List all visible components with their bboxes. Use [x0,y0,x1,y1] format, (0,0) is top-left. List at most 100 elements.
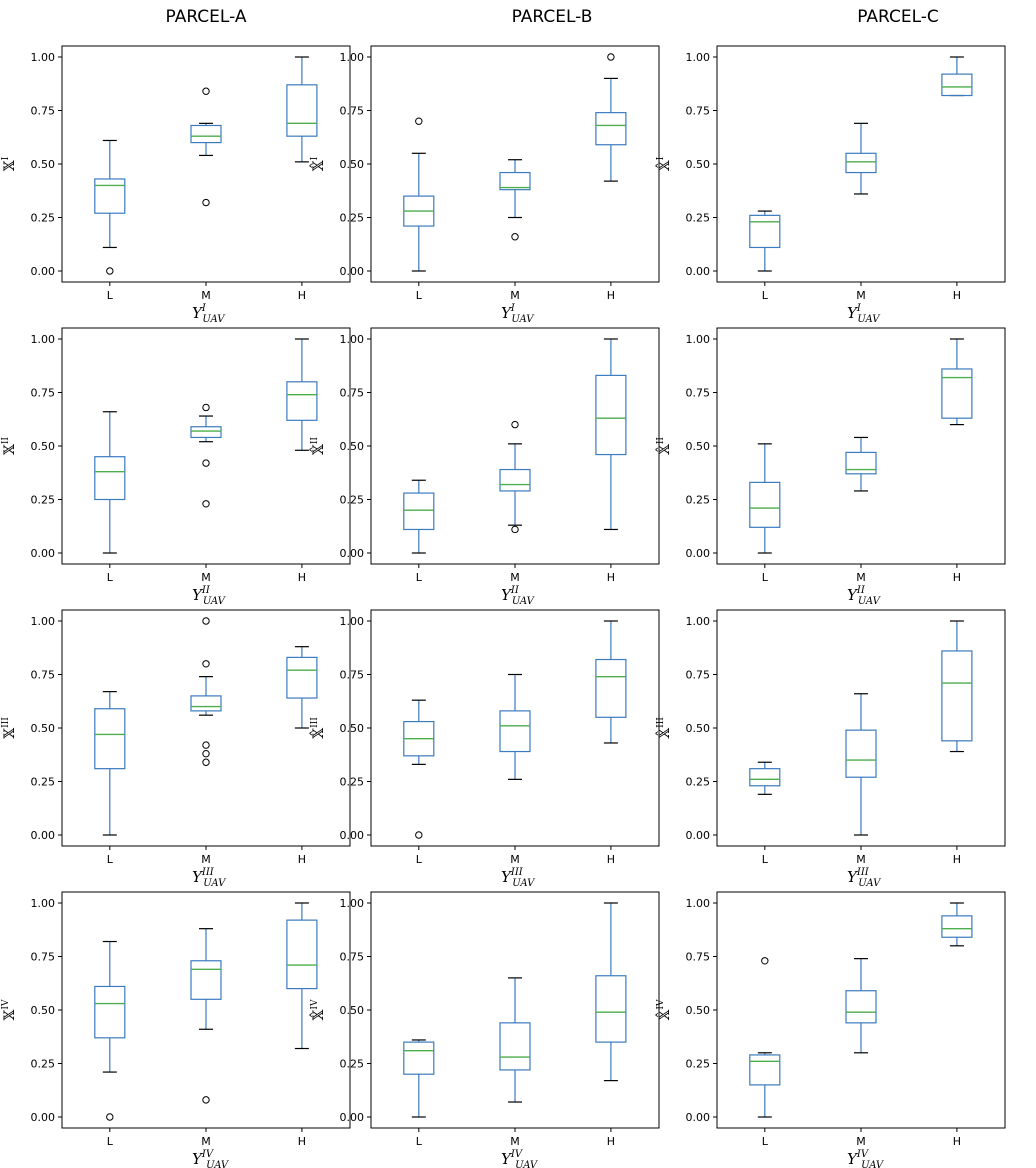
subplot-parcel-b-iv: 0.00 0.25 0.50 0.75 1.00 𝕏̂IV L M H YIV UAV [308,891,660,1168]
y-tick-label: 0.50 [31,722,56,735]
iqr-box [499,171,531,191]
y-tick-label: 0.00 [31,829,56,842]
box-m [845,958,877,1054]
iqr-box [941,915,973,938]
x-axis-label: YIV UAV [847,1149,885,1168]
y-tick-label: 0.75 [686,951,711,964]
iqr-box [845,729,877,778]
iqr-box [94,708,126,770]
y-tick-label: 0.75 [340,387,365,400]
iqr-box [941,368,973,419]
iqr-box [94,456,126,501]
y-tick-label: 0.00 [340,829,365,842]
iqr-box [286,656,318,699]
iqr-box [403,492,435,531]
x-tick-label: L [416,853,423,866]
subplot-parcel-b-iii: 0.00 0.25 0.50 0.75 1.00 𝕏̂III L M H YIII UAV [308,609,660,889]
y-axis-label: 𝕏̂III [654,717,673,739]
outlier-point [202,741,210,749]
iqr-box [941,73,973,97]
box-l [403,117,435,272]
x-tick-label: M [201,571,211,584]
y-axis-label: 𝕏I [1,156,18,171]
box-m [499,673,531,780]
y-tick-label: 0.50 [31,158,56,171]
y-axis-label: 𝕏̂I [654,156,673,171]
box-l [94,139,126,275]
outlier-point [106,267,114,275]
box-m [190,617,222,766]
iqr-box [749,214,781,249]
box-m [845,693,877,836]
y-tick-label: 0.00 [340,547,365,560]
x-tick-label: H [953,853,961,866]
y-tick-label: 0.50 [686,158,711,171]
y-tick-label: 1.00 [340,51,365,64]
x-tick-label: H [298,853,306,866]
x-axis-label: YI UAV [192,303,226,325]
iqr-box [190,960,222,1000]
outlier-point [607,53,615,61]
y-tick-label: 0.25 [31,494,56,507]
y-axis-label: 𝕏̂IV [654,999,673,1020]
y-tick-label: 0.50 [340,722,365,735]
x-axis-label: YII UAV [501,585,536,607]
x-axis-label: YIV UAV [501,1149,539,1168]
box-h [595,620,627,744]
x-axis-label: YII UAV [847,585,882,607]
axes-frame [716,891,1006,1129]
y-tick-label: 0.25 [340,494,365,507]
subplot-parcel-c-iii: 0.00 0.25 0.50 0.75 1.00 𝕏̂III L M H YIII UAV [654,609,1006,889]
y-tick-label: 1.00 [686,897,711,910]
outlier-point [202,87,210,95]
x-axis-label: YII UAV [192,585,227,607]
y-tick-label: 0.75 [340,669,365,682]
iqr-box [499,1022,531,1071]
y-axis-label: 𝕏̂II [308,437,327,455]
y-tick-label: 1.00 [31,333,56,346]
y-tick-label: 0.25 [686,776,711,789]
box-l [403,479,435,554]
y-tick-label: 0.75 [31,951,56,964]
x-axis-label: YIII UAV [501,867,536,889]
x-tick-label: H [607,1135,615,1148]
x-axis-label: YI UAV [847,303,881,325]
iqr-box [845,451,877,475]
outlier-point [202,758,210,766]
y-tick-label: 0.75 [686,105,711,118]
subplot-parcel-c-iv: 0.00 0.25 0.50 0.75 1.00 𝕏̂IV L M H YIV UAV [654,891,1006,1168]
x-tick-label: M [510,289,520,302]
subplot-parcel-c-i: 0.00 0.25 0.50 0.75 1.00 𝕏̂I L M H YI UAV [654,45,1006,325]
box-h [595,902,627,1082]
iqr-box [749,1054,781,1086]
axes-frame [61,45,351,283]
y-tick-label: 0.25 [31,212,56,225]
x-tick-label: H [298,289,306,302]
x-tick-label: M [856,1135,866,1148]
outlier-point [511,420,519,429]
x-tick-label: M [856,289,866,302]
x-tick-label: H [607,289,615,302]
box-l [749,443,781,554]
outlier-point [202,1096,210,1104]
box-l [403,699,435,839]
y-tick-label: 0.00 [31,547,56,560]
box-m [845,122,877,195]
box-h [941,338,973,426]
y-tick-label: 1.00 [31,897,56,910]
y-axis-label: 𝕏̂II [654,437,673,455]
outlier-point [761,957,769,965]
x-tick-label: H [298,1135,306,1148]
iqr-box [941,650,973,742]
y-tick-label: 0.00 [686,1111,711,1124]
x-tick-label: L [107,289,114,302]
y-axis-label: 𝕏II [1,437,18,455]
y-tick-label: 1.00 [31,615,56,628]
axes-frame [61,327,351,565]
iqr-box [94,985,126,1039]
iqr-box [749,481,781,528]
x-tick-label: H [298,571,306,584]
box-h [286,338,318,451]
